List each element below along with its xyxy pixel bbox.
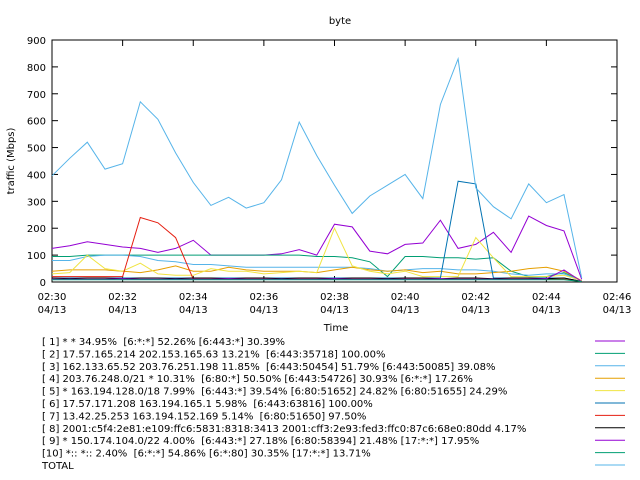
x-tick-label: 02:30 bbox=[38, 292, 67, 303]
legend-label: [ 4] 203.76.248.0/21 * 10.31% [6:80:*] 5… bbox=[42, 374, 473, 385]
x-tick-date: 04/13 bbox=[603, 305, 632, 316]
y-tick-label: 500 bbox=[27, 144, 46, 155]
legend-label: [ 5] * 163.194.128.0/18 7.99% [6:443:*] … bbox=[42, 387, 507, 398]
x-tick-label: 02:32 bbox=[108, 292, 137, 303]
y-tick-label: 400 bbox=[27, 170, 46, 181]
y-tick-label: 600 bbox=[27, 117, 46, 128]
legend-label: [ 8] 2001:c5f4:2e81:e109:ffc6:5831:8318:… bbox=[42, 424, 526, 435]
y-tick-label: 0 bbox=[40, 278, 46, 289]
y-tick-label: 300 bbox=[27, 197, 46, 208]
legend-label: [ 1] * * 34.95% [6:*:*] 52.26% [6:443:*]… bbox=[42, 337, 285, 348]
y-axis-label: traffic (Mbps) bbox=[6, 127, 17, 194]
x-tick-date: 04/13 bbox=[391, 305, 420, 316]
legend-label: [ 2] 17.57.165.214 202.153.165.63 13.21%… bbox=[42, 349, 386, 360]
y-tick-label: 100 bbox=[27, 251, 46, 262]
x-tick-label: 02:34 bbox=[179, 292, 208, 303]
legend-label: [ 9] * 150.174.104.0/22 4.00% [6:443:*] … bbox=[42, 436, 479, 447]
y-tick-label: 700 bbox=[27, 90, 46, 101]
series-line bbox=[51, 215, 583, 280]
x-tick-date: 04/13 bbox=[249, 305, 278, 316]
legend-label: [ 3] 162.133.65.52 203.76.251.198 11.85%… bbox=[42, 362, 495, 373]
x-tick-label: 02:38 bbox=[320, 292, 349, 303]
series-line bbox=[52, 254, 582, 282]
y-tick-label: 900 bbox=[27, 36, 46, 47]
x-tick-label: 02:44 bbox=[532, 292, 561, 303]
x-tick-date: 04/13 bbox=[108, 305, 137, 316]
x-tick-date: 04/13 bbox=[38, 305, 67, 316]
x-tick-label: 02:40 bbox=[391, 292, 420, 303]
x-tick-label: 02:46 bbox=[603, 292, 632, 303]
series-line bbox=[51, 56, 583, 279]
x-tick-date: 04/13 bbox=[532, 305, 561, 316]
series-line bbox=[51, 226, 582, 282]
x-tick-label: 02:36 bbox=[249, 292, 278, 303]
series-line bbox=[52, 279, 582, 282]
x-tick-date: 04/13 bbox=[461, 305, 490, 316]
y-tick-label: 200 bbox=[27, 224, 46, 235]
chart-title: byte bbox=[329, 16, 351, 27]
legend-label: TOTAL bbox=[41, 461, 74, 472]
x-tick-date: 04/13 bbox=[320, 305, 349, 316]
plot-frame bbox=[51, 39, 618, 283]
legend-label: [10] *:: *:: 2.40% [6:*:*] 54.86% [6:*:8… bbox=[42, 449, 371, 460]
legend-label: [ 7] 13.42.25.253 163.194.152.169 5.14% … bbox=[42, 411, 366, 422]
x-axis-label: Time bbox=[323, 323, 348, 334]
legend-label: [ 6] 17.57.171.208 163.194.165.1 5.98% [… bbox=[42, 399, 373, 410]
y-tick-label: 800 bbox=[27, 63, 46, 74]
series-line bbox=[52, 180, 582, 282]
x-tick-date: 04/13 bbox=[179, 305, 208, 316]
x-tick-label: 02:42 bbox=[461, 292, 490, 303]
